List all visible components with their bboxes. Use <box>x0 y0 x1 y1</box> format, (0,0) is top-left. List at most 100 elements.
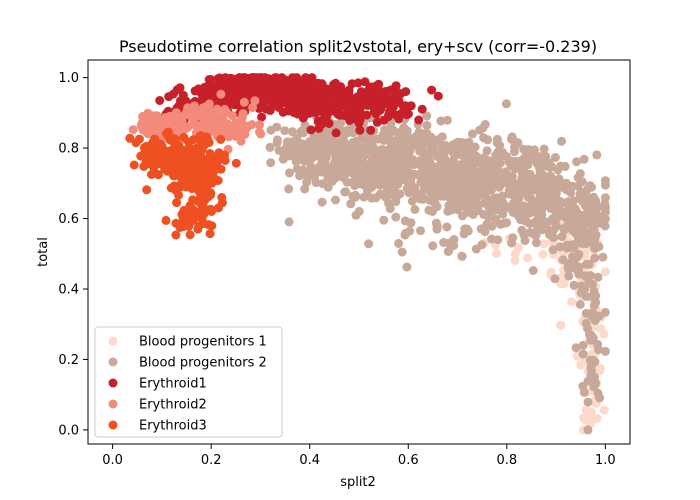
scatter-point <box>406 177 415 187</box>
scatter-point <box>174 116 184 126</box>
scatter-point <box>522 209 532 219</box>
x-tick-label: 1.0 <box>595 453 616 468</box>
scatter-point <box>482 146 492 156</box>
scatter-point <box>379 135 389 145</box>
scatter-point <box>595 366 605 376</box>
scatter-point <box>311 178 321 188</box>
scatter-point <box>174 100 184 110</box>
scatter-point <box>567 297 577 307</box>
scatter-point <box>487 168 497 178</box>
scatter-point <box>420 181 430 191</box>
scatter-point <box>384 110 394 120</box>
scatter-point <box>353 78 363 88</box>
scatter-point <box>534 162 544 172</box>
scatter-point <box>331 195 340 205</box>
scatter-point <box>143 122 153 132</box>
scatter-point <box>410 205 420 214</box>
y-tick-label: 0.2 <box>58 353 79 368</box>
scatter-point <box>466 143 476 153</box>
scatter-point <box>322 143 331 153</box>
scatter-point <box>509 147 519 157</box>
scatter-point <box>350 190 360 200</box>
scatter-point <box>314 123 324 133</box>
scatter-point <box>175 142 184 152</box>
scatter-point <box>590 244 600 253</box>
scatter-point <box>149 166 159 176</box>
scatter-point <box>482 219 492 229</box>
scatter-point <box>583 199 593 209</box>
scatter-point <box>520 179 530 189</box>
scatter-point <box>422 120 432 130</box>
scatter-point <box>220 150 229 160</box>
scatter-point <box>397 139 407 149</box>
scatter-point <box>445 179 454 189</box>
scatter-point <box>546 174 555 184</box>
legend: Blood progenitors 1 Blood progenitors 2 Er… <box>94 326 283 438</box>
scatter-point <box>190 120 200 130</box>
scatter-point <box>520 168 530 178</box>
scatter-point <box>486 177 496 187</box>
scatter-point <box>257 112 267 122</box>
scatter-point <box>501 169 510 179</box>
scatter-point <box>394 96 404 106</box>
scatter-point <box>442 222 452 232</box>
scatter-point <box>131 138 141 148</box>
scatter-point <box>579 154 589 164</box>
scatter-point <box>536 180 546 190</box>
series-5-points <box>125 127 241 240</box>
scatter-point <box>380 125 390 135</box>
scatter-point <box>221 125 231 135</box>
scatter-point <box>284 184 294 194</box>
scatter-point <box>534 213 544 223</box>
scatter-point <box>356 100 366 110</box>
scatter-point <box>260 77 270 87</box>
scatter-point <box>439 238 449 247</box>
scatter-point <box>231 158 241 168</box>
scatter-point <box>538 170 548 180</box>
scatter-point <box>295 171 305 181</box>
scatter-point <box>166 167 176 176</box>
legend-label: Erythroid3 <box>139 419 207 434</box>
scatter-point <box>600 214 610 224</box>
scatter-point <box>416 226 425 236</box>
scatter-point <box>427 175 437 184</box>
scatter-point <box>514 207 524 217</box>
scatter-point <box>579 413 589 423</box>
scatter-point <box>377 91 387 101</box>
scatter-point <box>437 157 446 166</box>
scatter-point <box>346 159 356 169</box>
scatter-point <box>591 196 601 206</box>
scatter-point <box>389 180 399 190</box>
scatter-point <box>401 228 411 238</box>
scatter-point <box>584 259 594 269</box>
scatter-point <box>590 372 599 382</box>
scatter-point <box>181 107 191 117</box>
x-tick-label: 0.0 <box>102 453 123 468</box>
scatter-point <box>181 171 191 181</box>
x-tick-label: 0.8 <box>496 453 517 468</box>
scatter-point <box>360 77 370 87</box>
scatter-point <box>592 150 602 160</box>
scatter-point <box>279 149 289 159</box>
scatter-point <box>266 158 276 168</box>
scatter-point <box>585 181 595 191</box>
scatter-point <box>545 202 555 212</box>
scatter-point <box>179 132 189 142</box>
scatter-point <box>321 113 331 122</box>
scatter-point <box>593 272 603 282</box>
scatter-point <box>272 135 282 145</box>
scatter-point <box>594 345 603 355</box>
scatter-point <box>172 198 182 208</box>
scatter-point <box>149 111 159 121</box>
scatter-point <box>198 198 208 208</box>
scatter-point <box>464 158 473 167</box>
scatter-point <box>414 115 424 125</box>
scatter-point <box>562 240 572 250</box>
scatter-point <box>391 212 401 222</box>
scatter-point <box>202 132 212 142</box>
scatter-point <box>594 311 604 321</box>
scatter-point <box>359 192 369 202</box>
scatter-point <box>492 193 502 203</box>
scatter-point <box>412 134 422 144</box>
scatter-point <box>415 146 425 156</box>
